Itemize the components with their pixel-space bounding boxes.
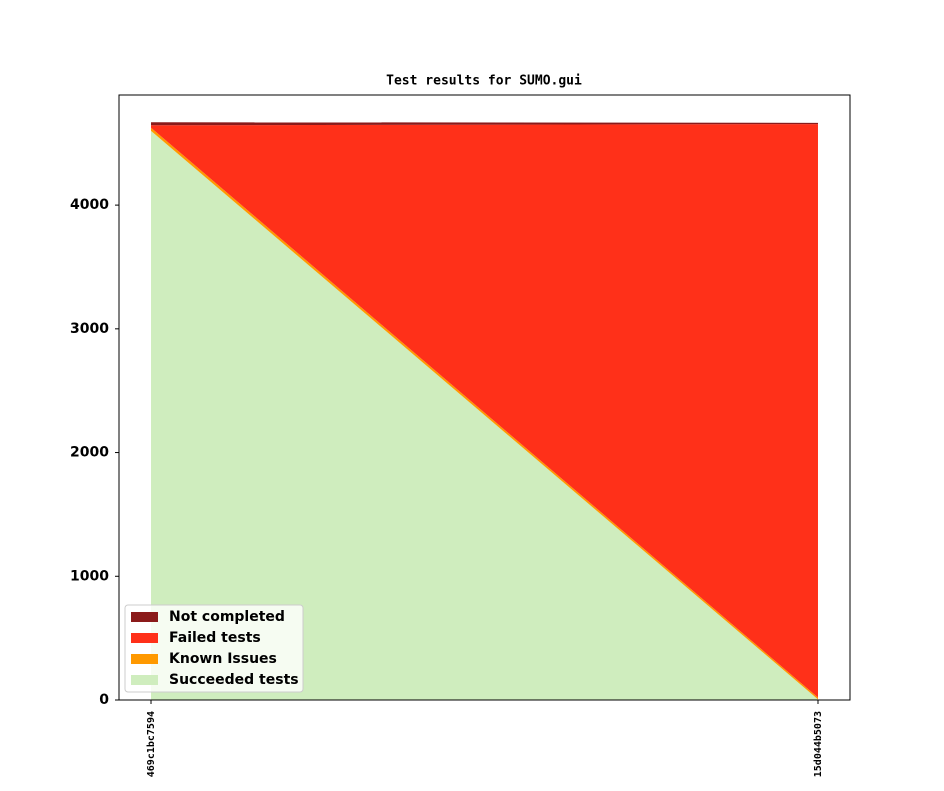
legend-label: Failed tests	[169, 630, 261, 646]
chart-title: Test results for SUMO.gui	[386, 74, 582, 89]
y-tick-label: 3000	[70, 321, 109, 337]
legend-label: Succeeded tests	[169, 672, 299, 688]
legend-swatch	[131, 633, 158, 643]
area	[151, 130, 818, 701]
plot-area	[151, 122, 818, 701]
legend-box	[124, 604, 304, 693]
x-tick-label: 15d044b5073	[813, 711, 824, 777]
legend-swatch	[131, 612, 158, 622]
y-tick-label: 2000	[70, 445, 109, 461]
area	[151, 122, 818, 126]
y-tick-label: 4000	[70, 197, 109, 213]
legend: Not completed Failed tests Known Issues Suc…	[124, 604, 304, 693]
y-tick-label: 1000	[70, 568, 109, 584]
legend-label: Not completed	[169, 609, 285, 625]
x-tick-label: 469c1bc7594	[146, 711, 157, 777]
plot-frame	[118, 94, 851, 701]
legend-swatch	[131, 654, 158, 664]
area	[151, 124, 818, 698]
y-tick-label: 0	[99, 692, 109, 708]
legend-swatch	[131, 675, 158, 685]
legend-label: Known Issues	[169, 651, 277, 667]
area	[151, 127, 818, 700]
